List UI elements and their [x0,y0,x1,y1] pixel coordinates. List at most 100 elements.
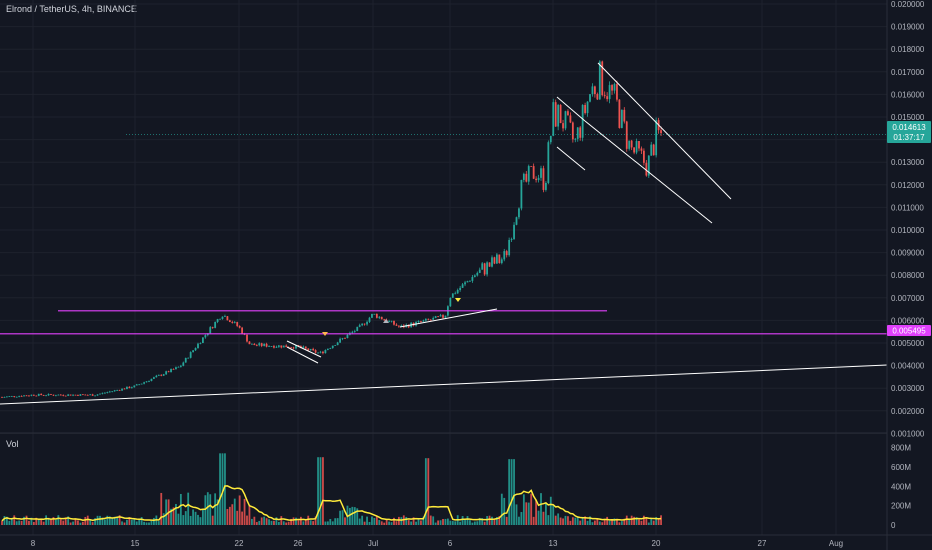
candle-body [175,367,177,370]
volume-bar [211,515,214,525]
volume-bar [202,509,204,525]
candle-body [486,262,488,275]
volume-bar [618,522,621,525]
volume-bar [412,517,415,525]
volume-bar [170,508,172,525]
falling-channel-upper-line [597,62,732,200]
candle-body [187,357,190,359]
candle-body [640,148,643,151]
signal-marker-down [455,298,461,302]
volume-bar [643,515,645,525]
volume-bar [150,520,153,525]
volume-bar [297,520,300,525]
volume-bar [182,515,185,525]
volume-bar [246,515,248,525]
price-tick-label: 0.008000 [891,271,925,280]
volume-bar [471,522,474,525]
candle-body [170,369,172,373]
candle-body [268,346,270,347]
volume-bar [145,522,148,525]
channel-left-lower [556,146,586,171]
volume-bar [28,520,30,525]
candle-body [549,135,552,143]
volume-bar [576,516,579,525]
candle-body [307,348,310,351]
candle-body [79,394,82,396]
volume-bar [81,521,84,525]
candle-body [471,276,474,281]
volume-bar [304,520,307,525]
volume-bar [55,519,57,525]
time-tick-label: 8 [31,539,36,548]
volume-bar [20,520,23,525]
candle-body [57,394,60,396]
volume-bar [461,515,464,525]
candle-body [508,239,511,256]
price-axis[interactable]: 0.020000 0.019000 0.018000 0.017000 0.016000… [891,0,925,438]
candle-body [86,394,89,396]
candle-body [143,382,145,384]
volume-bar [231,504,234,525]
volume-tick-label: 0 [891,521,896,530]
volume-bar [611,519,613,525]
candle-body [616,84,618,100]
volume-bar [329,518,332,525]
volume-bar [268,519,270,525]
candle-body [378,316,381,318]
candle-body [498,254,501,264]
volume-bar [116,517,119,525]
candle-body [231,321,234,323]
volume-bar [493,519,496,525]
volume-bar [204,495,207,525]
volume-bar [106,515,109,525]
volume-bar [10,518,13,525]
candle-body [96,394,99,396]
candle-body [630,140,633,148]
candle-body [280,345,283,348]
volume-bar [395,521,398,525]
candle-body [260,343,263,346]
candle-body [351,331,354,333]
volume-bar [224,453,226,525]
candle-body [400,325,403,327]
candle-body [633,147,635,153]
volume-bar [292,517,295,525]
candle-body [241,327,243,334]
volume-bar [545,503,547,525]
volume-bar [429,515,432,525]
candle-body [138,384,141,386]
candle-body [375,313,378,318]
time-tick-label: 26 [294,539,303,548]
candle-body [601,61,604,96]
time-axis[interactable]: 8 15 22 26 Jul 6 13 20 27 Aug [31,539,843,548]
candle-body [319,351,322,353]
candle-body [140,383,143,385]
volume-bar [361,515,364,525]
candle-body [366,321,368,325]
candle-body [64,395,67,397]
volume-bar [280,516,283,525]
volume-bar [530,493,533,525]
candle-body [135,384,138,386]
volume-bar [552,505,555,525]
volume-bar [559,517,562,525]
candle-body [251,343,253,345]
candle-body [275,346,278,348]
candle-body [481,263,484,270]
candle-body [248,341,251,345]
volume-bar [187,492,190,525]
candle-body [37,393,40,396]
candle-body [314,350,317,353]
volume-bar [77,520,79,525]
candle-body [336,342,339,346]
volume-bar [353,507,356,525]
candle-body [121,388,123,391]
volume-bar [111,518,114,525]
volume-bar [336,518,339,525]
time-tick-label: 20 [652,539,661,548]
volume-bar [586,520,589,525]
volume-bar [226,508,229,525]
volume-bar [206,492,209,525]
candle-body [535,178,537,181]
